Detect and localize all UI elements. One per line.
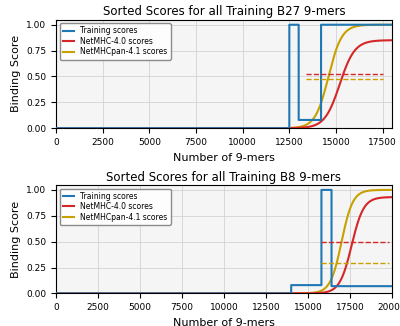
X-axis label: Number of 9-mers: Number of 9-mers [173,318,275,326]
Y-axis label: Binding Score: Binding Score [10,200,20,278]
Y-axis label: Binding Score: Binding Score [10,35,20,112]
X-axis label: Number of 9-mers: Number of 9-mers [173,153,275,162]
Title: Sorted Scores for all Training B8 9-mers: Sorted Scores for all Training B8 9-mers [106,170,342,184]
Title: Sorted Scores for all Training B27 9-mers: Sorted Scores for all Training B27 9-mer… [103,6,345,18]
Legend: Training scores, NetMHC-4.0 scores, NetMHCpan-4.1 scores: Training scores, NetMHC-4.0 scores, NetM… [60,23,171,60]
Legend: Training scores, NetMHC-4.0 scores, NetMHCpan-4.1 scores: Training scores, NetMHC-4.0 scores, NetM… [60,188,171,225]
